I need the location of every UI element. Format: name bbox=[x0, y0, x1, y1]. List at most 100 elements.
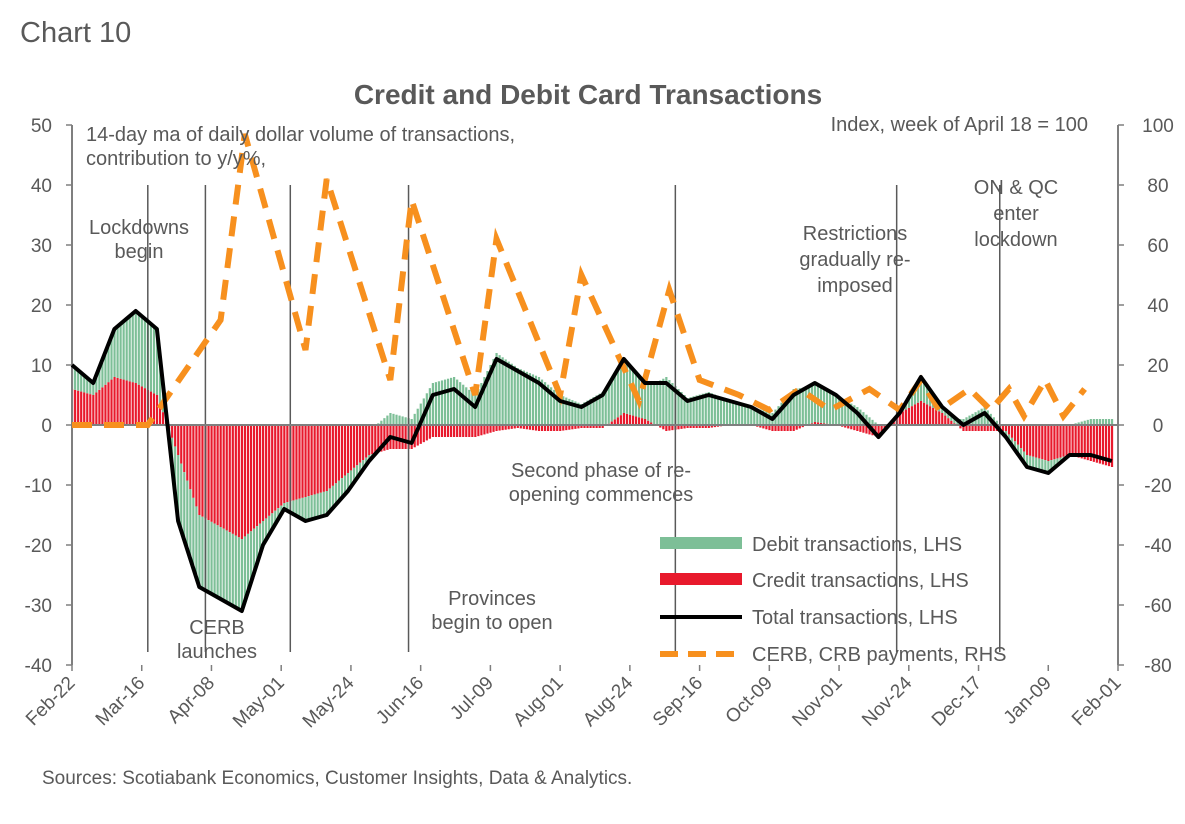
credit-bar bbox=[926, 404, 928, 425]
credit-bar bbox=[262, 425, 264, 521]
debit-bar bbox=[229, 532, 231, 604]
credit-bar bbox=[129, 381, 131, 425]
credit-bar bbox=[350, 425, 352, 470]
debit-bar bbox=[201, 517, 203, 589]
credit-bar bbox=[174, 425, 176, 446]
credit-bar bbox=[483, 425, 485, 434]
x-tick-label: Nov-01 bbox=[788, 673, 846, 731]
credit-bar bbox=[1068, 425, 1070, 455]
debit-bar bbox=[662, 379, 664, 425]
credit-bar bbox=[902, 411, 904, 425]
left-tick-label: -10 bbox=[25, 476, 52, 497]
debit-bar bbox=[395, 415, 397, 425]
x-tick-label: Jan-09 bbox=[1000, 673, 1056, 729]
credit-bar bbox=[1053, 425, 1055, 459]
x-tick-label: Oct-09 bbox=[722, 673, 777, 728]
debit-bar bbox=[198, 515, 200, 587]
debit-bar bbox=[498, 355, 500, 425]
credit-bar bbox=[456, 425, 458, 437]
credit-bar bbox=[232, 425, 234, 534]
x-tick-label: Aug-24 bbox=[579, 672, 637, 730]
credit-bar bbox=[632, 416, 634, 425]
credit-bar bbox=[429, 425, 431, 439]
debit-bar bbox=[459, 382, 461, 425]
credit-bar bbox=[626, 414, 628, 425]
debit-bar bbox=[180, 464, 182, 531]
debit-bar bbox=[314, 494, 316, 518]
debit-bar bbox=[120, 324, 122, 379]
x-tick-label: Feb-01 bbox=[1068, 673, 1125, 730]
credit-bar bbox=[198, 425, 200, 515]
credit-bar bbox=[83, 392, 85, 425]
debit-bar bbox=[210, 522, 212, 594]
credit-bar bbox=[183, 425, 185, 472]
credit-bar bbox=[1059, 425, 1061, 458]
debit-bar bbox=[116, 326, 118, 377]
debit-bar bbox=[386, 416, 388, 425]
credit-bar bbox=[77, 391, 79, 425]
debit-bar bbox=[304, 497, 306, 521]
right-tick-label: -60 bbox=[1144, 596, 1171, 617]
debit-bar bbox=[805, 387, 807, 425]
credit-bar bbox=[192, 425, 194, 498]
debit-bar bbox=[301, 498, 303, 519]
debit-bar bbox=[153, 326, 155, 393]
legend-swatch-debit bbox=[660, 537, 742, 549]
debit-bar bbox=[608, 385, 610, 424]
credit-bar bbox=[292, 425, 294, 500]
debit-bar bbox=[220, 527, 222, 599]
credit-bar bbox=[283, 425, 285, 503]
debit-bar bbox=[465, 387, 467, 425]
credit-bar bbox=[98, 390, 100, 425]
legend: Debit transactions, LHS Credit transacti… bbox=[660, 534, 1007, 666]
debit-bar bbox=[738, 404, 740, 425]
debit-bar bbox=[526, 372, 528, 425]
credit-bar bbox=[241, 425, 243, 539]
credit-bar bbox=[356, 425, 358, 465]
credit-bar bbox=[320, 425, 322, 493]
credit-bar bbox=[1078, 425, 1080, 458]
credit-bar bbox=[365, 425, 367, 458]
debit-bar bbox=[389, 413, 391, 425]
debit-bar bbox=[629, 366, 631, 415]
credit-bar bbox=[929, 406, 931, 425]
left-tick-label: -40 bbox=[25, 656, 52, 677]
right-tick-label: 0 bbox=[1153, 416, 1164, 437]
annotation-second-phase: Second phase of re-opening commences bbox=[509, 460, 694, 506]
debit-bar bbox=[298, 499, 300, 518]
credit-bar bbox=[253, 425, 255, 529]
x-tick-label: Dec-17 bbox=[928, 673, 986, 731]
credit-bar bbox=[401, 425, 403, 449]
credit-bar bbox=[217, 425, 219, 525]
debit-bar bbox=[514, 366, 516, 425]
debit-bar bbox=[323, 492, 325, 516]
chart-title: Credit and Debit Card Transactions bbox=[354, 79, 822, 110]
credit-bar bbox=[859, 425, 861, 432]
credit-bar bbox=[426, 425, 428, 440]
credit-bar bbox=[1029, 425, 1031, 456]
credit-bar bbox=[905, 410, 907, 425]
credit-bar bbox=[1047, 425, 1049, 461]
debit-bar bbox=[123, 321, 125, 379]
credit-bar bbox=[353, 425, 355, 468]
debit-bar bbox=[244, 536, 246, 601]
credit-bar bbox=[459, 425, 461, 437]
credit-bar bbox=[247, 425, 249, 534]
credit-bar bbox=[341, 425, 343, 478]
credit-bar bbox=[1038, 425, 1040, 458]
debit-bar bbox=[401, 416, 403, 425]
credit-bar bbox=[107, 382, 109, 425]
legend-label-debit: Debit transactions, LHS bbox=[752, 534, 962, 556]
credit-bar bbox=[116, 378, 118, 425]
credit-bar bbox=[186, 425, 188, 481]
debit-bar bbox=[226, 530, 228, 602]
right-tick-label: -40 bbox=[1144, 536, 1171, 557]
left-tick-label: 30 bbox=[31, 236, 52, 257]
x-tick-label: Apr-08 bbox=[164, 673, 219, 728]
debit-bar bbox=[808, 386, 810, 424]
debit-bar bbox=[838, 397, 840, 425]
credit-bar bbox=[941, 413, 943, 425]
credit-bar bbox=[635, 416, 637, 425]
